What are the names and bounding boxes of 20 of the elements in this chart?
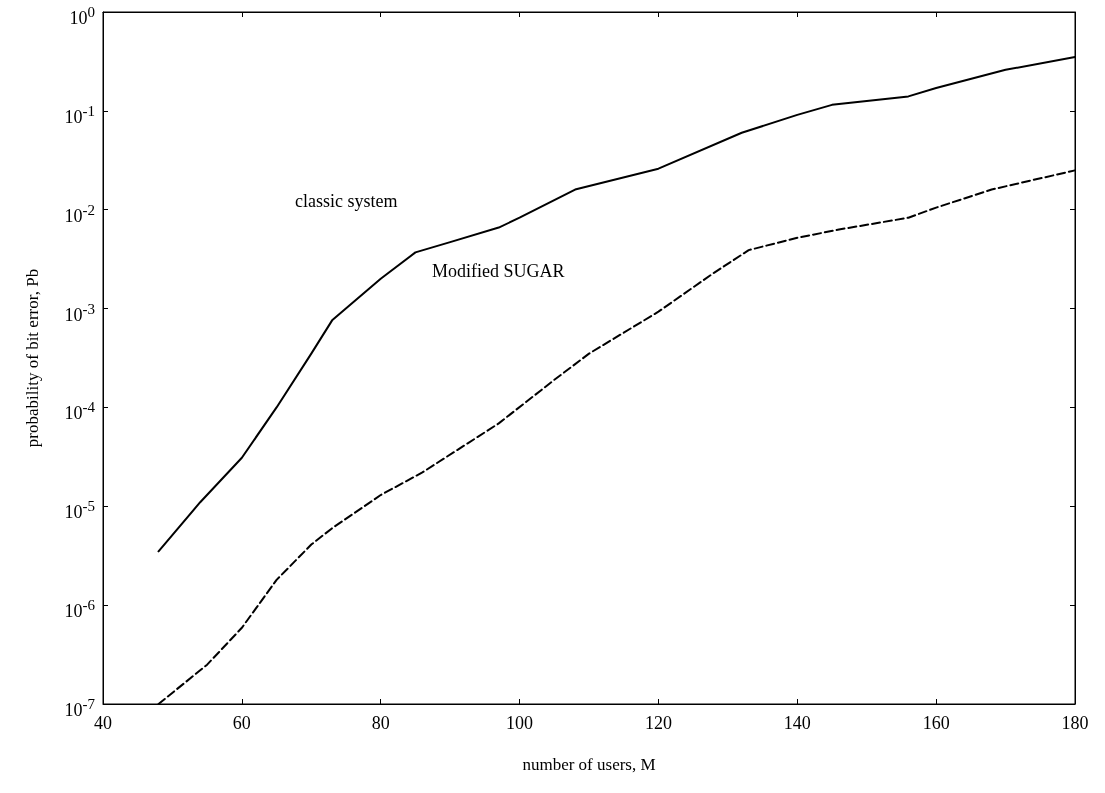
annotation: classic system [295, 191, 398, 211]
x-tick-label: 140 [783, 713, 811, 733]
x-tick-label: 60 [232, 713, 251, 733]
x-tick-label: 120 [644, 713, 672, 733]
x-tick-label: 80 [371, 713, 390, 733]
x-tick-label: 100 [506, 713, 534, 733]
y-tick-label: 10$^{-3}$ [64, 300, 95, 325]
y-tick-label: 10$^{0}$ [68, 3, 95, 29]
y-tick-label: 10$^{-1}$ [63, 101, 95, 128]
y-axis-title: probability of bit error, Pb [23, 268, 42, 448]
x-axis-title: number of users, M [522, 755, 656, 774]
y-tick-label: 10$^{-6}$ [63, 596, 95, 623]
y-tick-label: 10$^{-5}$ [63, 497, 95, 524]
annotation: Modified SUGAR [432, 261, 565, 281]
y-tick-label: 10$^{-7}$ [63, 695, 95, 720]
y-tick-label: 10$^{-4}$ [64, 399, 95, 424]
x-tick-label: 180 [1061, 713, 1089, 733]
x-tick-label: 40 [94, 713, 112, 733]
y-tick-label: 10$^{-2}$ [63, 200, 95, 227]
x-tick-label: 160 [922, 713, 950, 733]
